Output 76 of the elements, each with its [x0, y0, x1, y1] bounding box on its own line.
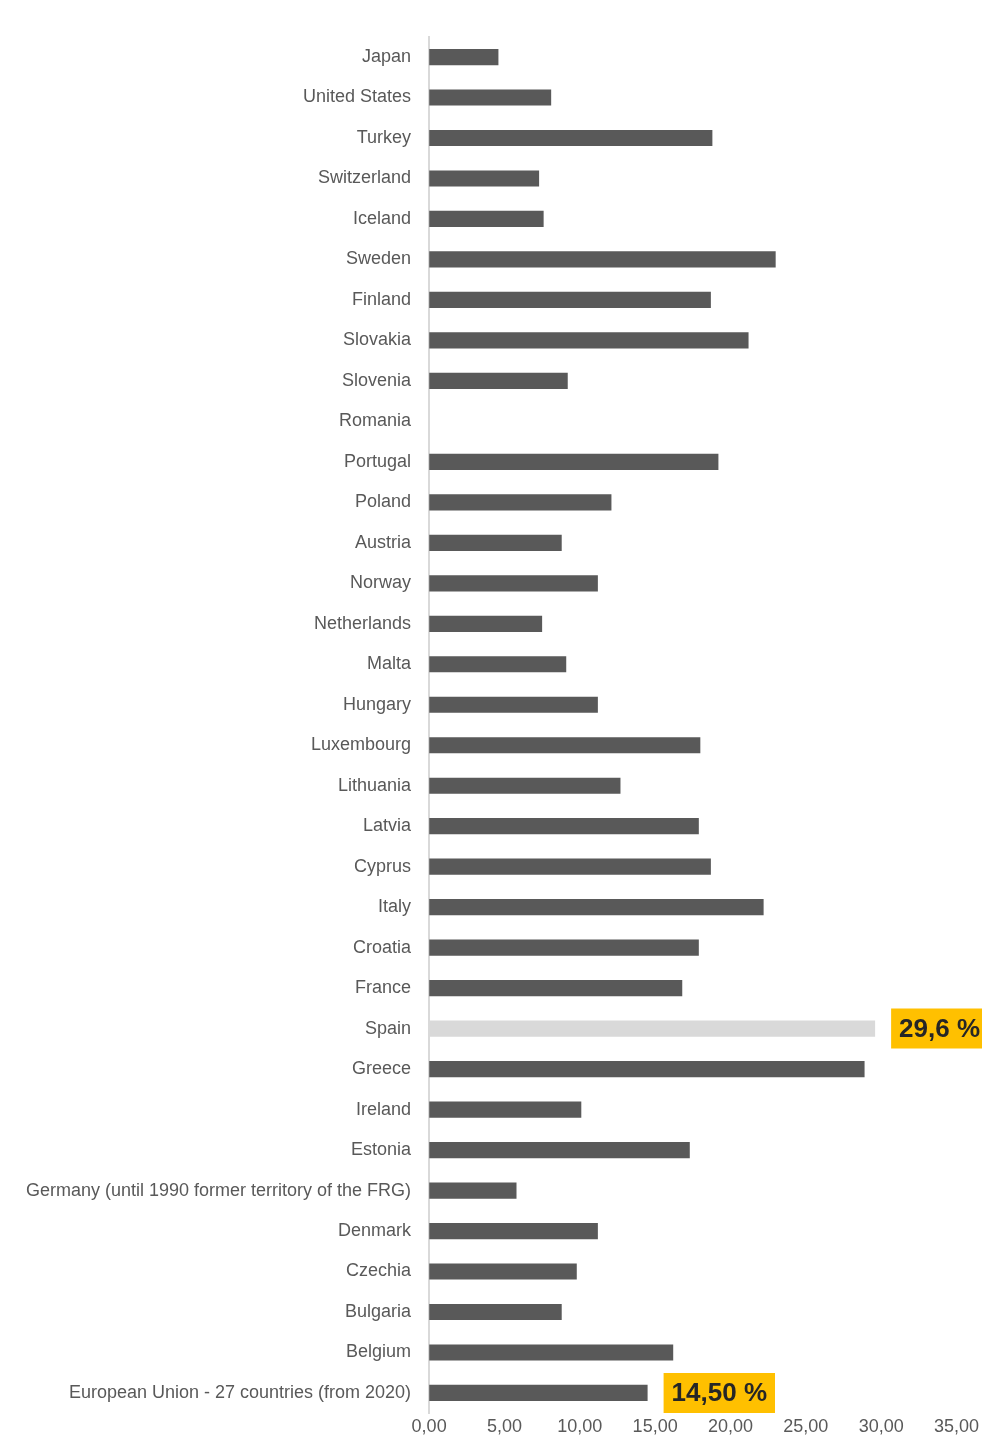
x-tick-label: 35,00 — [933, 1415, 979, 1436]
y-tick-label: Czechia — [346, 1260, 413, 1281]
y-tick-label: Cyprus — [354, 855, 412, 876]
bar — [429, 939, 699, 956]
bar — [429, 210, 544, 228]
y-tick-label: Finland — [352, 288, 412, 309]
y-tick-label: Belgium — [346, 1341, 412, 1362]
bar — [429, 980, 683, 997]
bar — [429, 777, 621, 794]
bar — [429, 1101, 582, 1118]
bar — [429, 48, 499, 66]
y-tick-label: Portugal — [344, 450, 412, 471]
y-tick-label: Hungary — [343, 693, 412, 714]
bar — [429, 1182, 517, 1199]
bar — [429, 1344, 674, 1361]
y-tick-label: Slovenia — [342, 369, 413, 390]
y-tick-label: Italy — [378, 896, 412, 917]
x-tick-label: 5,00 — [486, 1415, 522, 1436]
bar — [429, 291, 711, 309]
y-tick-label: Norway — [350, 572, 412, 593]
x-tick-label: 15,00 — [632, 1415, 678, 1436]
x-tick-label: 20,00 — [707, 1415, 753, 1436]
bar — [429, 1263, 577, 1280]
bar — [429, 129, 713, 147]
bar — [429, 1222, 598, 1240]
y-tick-label: Turkey — [356, 126, 412, 147]
y-tick-label: Greece — [352, 1058, 412, 1079]
y-tick-label: Austria — [355, 531, 413, 552]
y-tick-label: Ireland — [356, 1098, 412, 1119]
y-tick-label: Netherlands — [314, 612, 412, 633]
y-tick-label: Japan — [362, 46, 412, 67]
y-tick-label: Spain — [365, 1017, 412, 1038]
y-tick-label: Germany (until 1990 former territory of the FRG) — [25, 1179, 412, 1200]
y-tick-label: Malta — [367, 653, 413, 674]
x-tick-label: 10,00 — [557, 1415, 603, 1436]
bar — [429, 534, 562, 551]
y-tick-label: Sweden — [346, 248, 412, 269]
x-tick-label: 30,00 — [858, 1415, 904, 1436]
y-tick-label: Romania — [339, 410, 413, 431]
bar — [429, 1061, 865, 1078]
y-tick-label: Croatia — [353, 936, 413, 957]
bar — [429, 899, 764, 916]
bar — [429, 818, 699, 835]
y-tick-label: Lithuania — [338, 774, 413, 795]
bar — [429, 575, 598, 592]
bar — [429, 1384, 648, 1402]
y-tick-label: Poland — [355, 491, 412, 512]
bar — [429, 858, 711, 875]
y-tick-label: Iceland — [353, 207, 412, 228]
y-tick-label: Slovakia — [343, 329, 413, 350]
bar — [429, 372, 568, 389]
data-label: 14,50 % — [671, 1377, 767, 1408]
bar — [429, 1303, 562, 1321]
y-tick-label: Luxembourg — [311, 734, 412, 755]
bar — [429, 656, 567, 673]
bar — [429, 332, 749, 349]
y-tick-label: Denmark — [338, 1220, 413, 1240]
bar — [429, 1141, 690, 1159]
bar — [429, 89, 552, 106]
bar — [429, 170, 540, 187]
y-tick-label: European Union - 27 countries (from 2020) — [68, 1381, 412, 1402]
x-tick-label: 25,00 — [783, 1415, 829, 1436]
y-tick-label: Switzerland — [318, 167, 412, 188]
data-label: 29,6 % — [899, 1012, 981, 1043]
y-tick-label: Latvia — [363, 815, 413, 836]
bar — [429, 737, 701, 754]
bar — [429, 696, 598, 713]
bar — [429, 453, 719, 470]
y-tick-label: Bulgaria — [345, 1300, 413, 1321]
y-tick-label: United States — [303, 86, 412, 107]
bar — [429, 494, 612, 511]
y-tick-label: France — [355, 977, 412, 998]
y-tick-label: Estonia — [351, 1139, 413, 1160]
bar — [429, 615, 543, 632]
x-tick-label: 0,00 — [411, 1415, 447, 1436]
bar — [429, 251, 776, 268]
